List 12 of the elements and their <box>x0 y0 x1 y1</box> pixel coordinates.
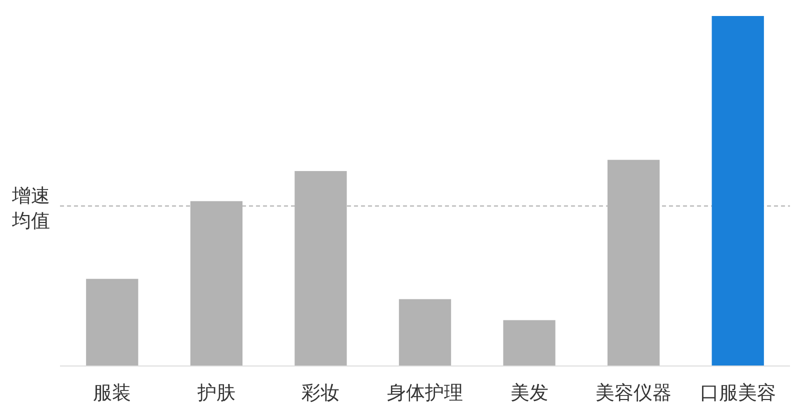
x-tick-label: 美容仪器 <box>596 382 672 404</box>
ref-line-label: 增速均值 <box>11 185 50 232</box>
bar <box>503 320 556 366</box>
x-tick-label: 美发 <box>510 382 548 404</box>
bar <box>398 299 452 366</box>
x-tick-label: 身体护理 <box>387 382 463 404</box>
x-tick-label: 彩妆 <box>302 382 340 404</box>
x-tick-label: 服装 <box>93 382 132 404</box>
bar <box>86 278 138 366</box>
x-tick-label: 口服美容 <box>700 382 776 404</box>
x-tick-label: 护肤 <box>196 382 236 404</box>
bar <box>712 16 764 366</box>
